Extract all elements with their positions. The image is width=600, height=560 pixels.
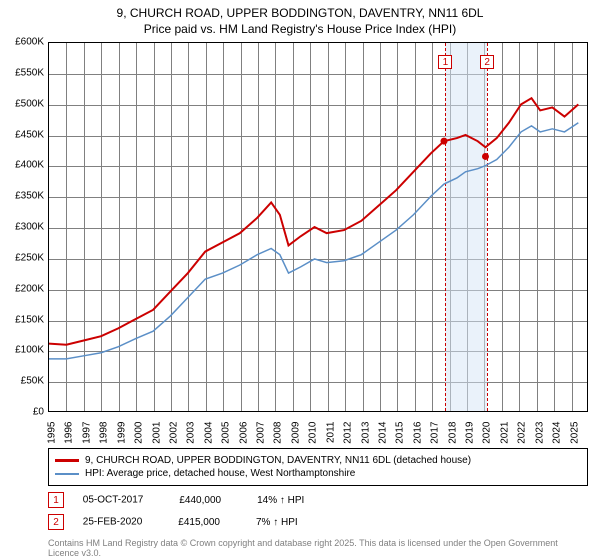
x-axis-tick-label: 2005	[221, 422, 232, 444]
marker-dot	[441, 138, 448, 145]
legend-box: 9, CHURCH ROAD, UPPER BODDINGTON, DAVENT…	[48, 448, 588, 486]
y-axis-tick-label: £500K	[0, 98, 44, 109]
x-axis-tick-label: 2008	[273, 422, 284, 444]
x-axis-tick-label: 2018	[447, 422, 458, 444]
x-axis-tick-label: 1995	[47, 422, 58, 444]
x-axis-tick-label: 1996	[64, 422, 75, 444]
x-axis-tick-label: 2011	[325, 422, 336, 444]
annotation-row: 1 05-OCT-2017 £440,000 14% ↑ HPI	[48, 492, 588, 508]
annotation-row: 2 25-FEB-2020 £415,000 7% ↑ HPI	[48, 514, 588, 530]
annotation-delta: 7% ↑ HPI	[256, 517, 298, 528]
x-axis-tick-label: 2019	[465, 422, 476, 444]
legend-swatch	[55, 473, 79, 475]
chart-title-line1: 9, CHURCH ROAD, UPPER BODDINGTON, DAVENT…	[0, 6, 600, 20]
chart-title-line2: Price paid vs. HM Land Registry's House …	[0, 22, 600, 36]
x-axis-tick-label: 2013	[360, 422, 371, 444]
x-axis-tick-label: 2021	[499, 422, 510, 444]
y-axis-tick-label: £250K	[0, 252, 44, 263]
x-axis-tick-label: 2016	[412, 422, 423, 444]
x-axis-tick-label: 1997	[81, 422, 92, 444]
x-axis-tick-label: 2003	[186, 422, 197, 444]
y-axis-tick-label: £350K	[0, 191, 44, 202]
x-axis-tick-label: 2001	[151, 422, 162, 444]
series-line-price_paid	[49, 98, 578, 345]
legend-label: 9, CHURCH ROAD, UPPER BODDINGTON, DAVENT…	[85, 455, 471, 466]
y-axis-tick-label: £450K	[0, 129, 44, 140]
legend-item: 9, CHURCH ROAD, UPPER BODDINGTON, DAVENT…	[55, 455, 581, 466]
annotation-delta: 14% ↑ HPI	[257, 495, 304, 506]
x-axis-tick-label: 2006	[238, 422, 249, 444]
legend-label: HPI: Average price, detached house, West…	[85, 468, 355, 479]
x-axis-tick-label: 2015	[395, 422, 406, 444]
y-axis-tick-label: £0	[0, 407, 44, 418]
x-axis-tick-label: 2024	[552, 422, 563, 444]
annotation-price: £415,000	[178, 517, 220, 528]
x-axis-tick-label: 2012	[343, 422, 354, 444]
footer-note: Contains HM Land Registry data © Crown c…	[48, 538, 588, 558]
x-axis-tick-label: 2020	[482, 422, 493, 444]
y-axis-tick-label: £50K	[0, 376, 44, 387]
annotation-date: 25-FEB-2020	[83, 517, 142, 528]
annotation-marker-icon: 2	[48, 514, 64, 530]
legend-swatch	[55, 459, 79, 462]
annotation-price: £440,000	[179, 495, 221, 506]
annotation-marker-icon: 1	[48, 492, 64, 508]
y-axis-tick-label: £550K	[0, 67, 44, 78]
x-axis-tick-label: 2004	[203, 422, 214, 444]
x-axis-tick-label: 2007	[256, 422, 267, 444]
y-axis-tick-label: £300K	[0, 222, 44, 233]
x-axis-tick-label: 2002	[168, 422, 179, 444]
y-axis-tick-label: £200K	[0, 283, 44, 294]
y-axis-tick-label: £100K	[0, 345, 44, 356]
x-axis-tick-label: 2000	[134, 422, 145, 444]
x-axis-tick-label: 2017	[430, 422, 441, 444]
marker-dot	[482, 153, 489, 160]
x-axis-tick-label: 2010	[308, 422, 319, 444]
x-axis-tick-label: 2009	[290, 422, 301, 444]
x-axis-tick-label: 2023	[534, 422, 545, 444]
x-axis-tick-label: 2025	[569, 422, 580, 444]
y-axis-tick-label: £600K	[0, 37, 44, 48]
y-axis-tick-label: £150K	[0, 314, 44, 325]
x-axis-tick-label: 2022	[517, 422, 528, 444]
chart-series-layer	[49, 43, 587, 411]
x-axis-tick-label: 1999	[116, 422, 127, 444]
chart-plot-area: 12	[48, 42, 588, 412]
x-axis-tick-label: 2014	[377, 422, 388, 444]
y-axis-tick-label: £400K	[0, 160, 44, 171]
annotation-date: 05-OCT-2017	[83, 495, 144, 506]
x-axis-tick-label: 1998	[99, 422, 110, 444]
legend-item: HPI: Average price, detached house, West…	[55, 468, 581, 479]
